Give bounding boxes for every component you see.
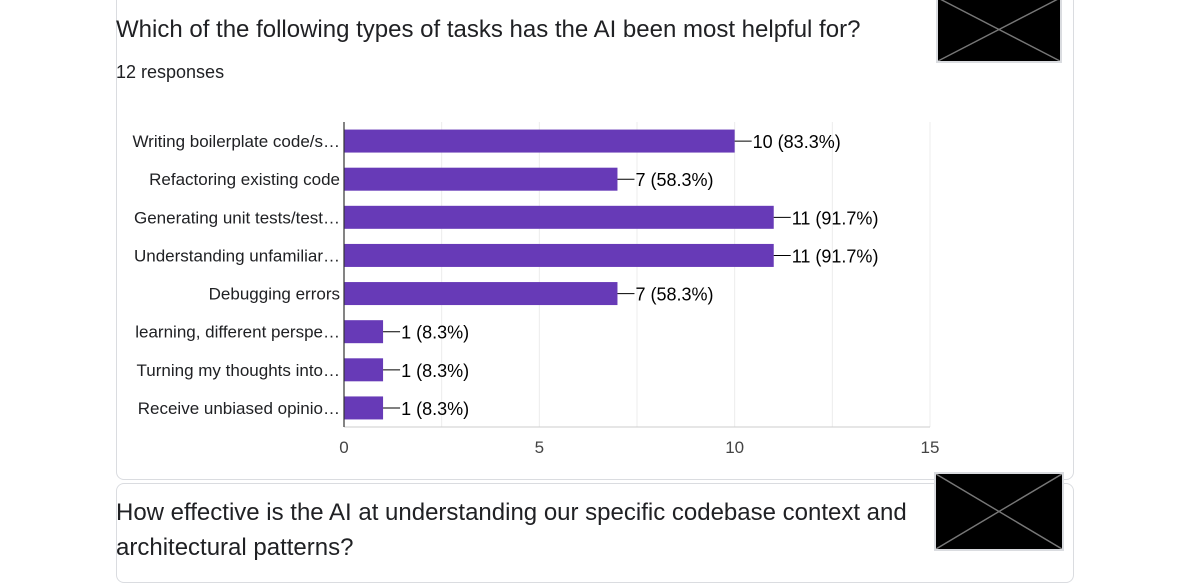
bar[interactable] <box>344 358 384 382</box>
data-label: 11 (91.7%) <box>792 246 879 266</box>
data-label: 10 (83.3%) <box>753 132 841 152</box>
data-label: 1 (8.3%) <box>401 399 469 419</box>
data-label: 1 (8.3%) <box>401 361 469 381</box>
bar-chart: Writing boilerplate code/s… 10 (83.3%) Ref… <box>132 122 940 457</box>
question-card-1 <box>116 0 1074 480</box>
category-label: Writing boilerplate code/s… <box>132 132 340 151</box>
x-tick-label: 15 <box>921 438 940 457</box>
data-label: 7 (58.3%) <box>635 285 713 305</box>
category-label: Receive unbiased opinio… <box>138 399 340 418</box>
bar[interactable] <box>344 243 774 267</box>
category-label: Generating unit tests/test… <box>134 208 340 227</box>
data-label: 7 (58.3%) <box>635 170 713 190</box>
category-label: Turning my thoughts into… <box>137 361 340 380</box>
bar[interactable] <box>344 205 774 229</box>
bar[interactable] <box>344 282 618 306</box>
data-label: 1 (8.3%) <box>401 323 469 343</box>
question-1-title: Which of the following types of tasks ha… <box>116 16 861 43</box>
category-label: learning, different perspe… <box>135 323 340 342</box>
broken-image-icon[interactable] <box>934 472 1064 551</box>
broken-image-icon[interactable] <box>936 0 1062 63</box>
x-tick-label: 0 <box>339 438 348 457</box>
bar[interactable] <box>344 320 384 344</box>
bar[interactable] <box>344 129 735 153</box>
x-tick-label: 5 <box>535 438 544 457</box>
category-label: Refactoring existing code <box>149 170 340 189</box>
bar[interactable] <box>344 396 384 420</box>
question-2-title: How effective is the AI at understanding… <box>116 499 907 561</box>
x-tick-label: 10 <box>725 438 744 457</box>
data-label: 11 (91.7%) <box>792 208 879 228</box>
response-count: 12 responses <box>116 62 225 82</box>
category-label: Understanding unfamiliar… <box>134 246 340 265</box>
bar[interactable] <box>344 167 618 191</box>
category-label: Debugging errors <box>209 285 340 304</box>
